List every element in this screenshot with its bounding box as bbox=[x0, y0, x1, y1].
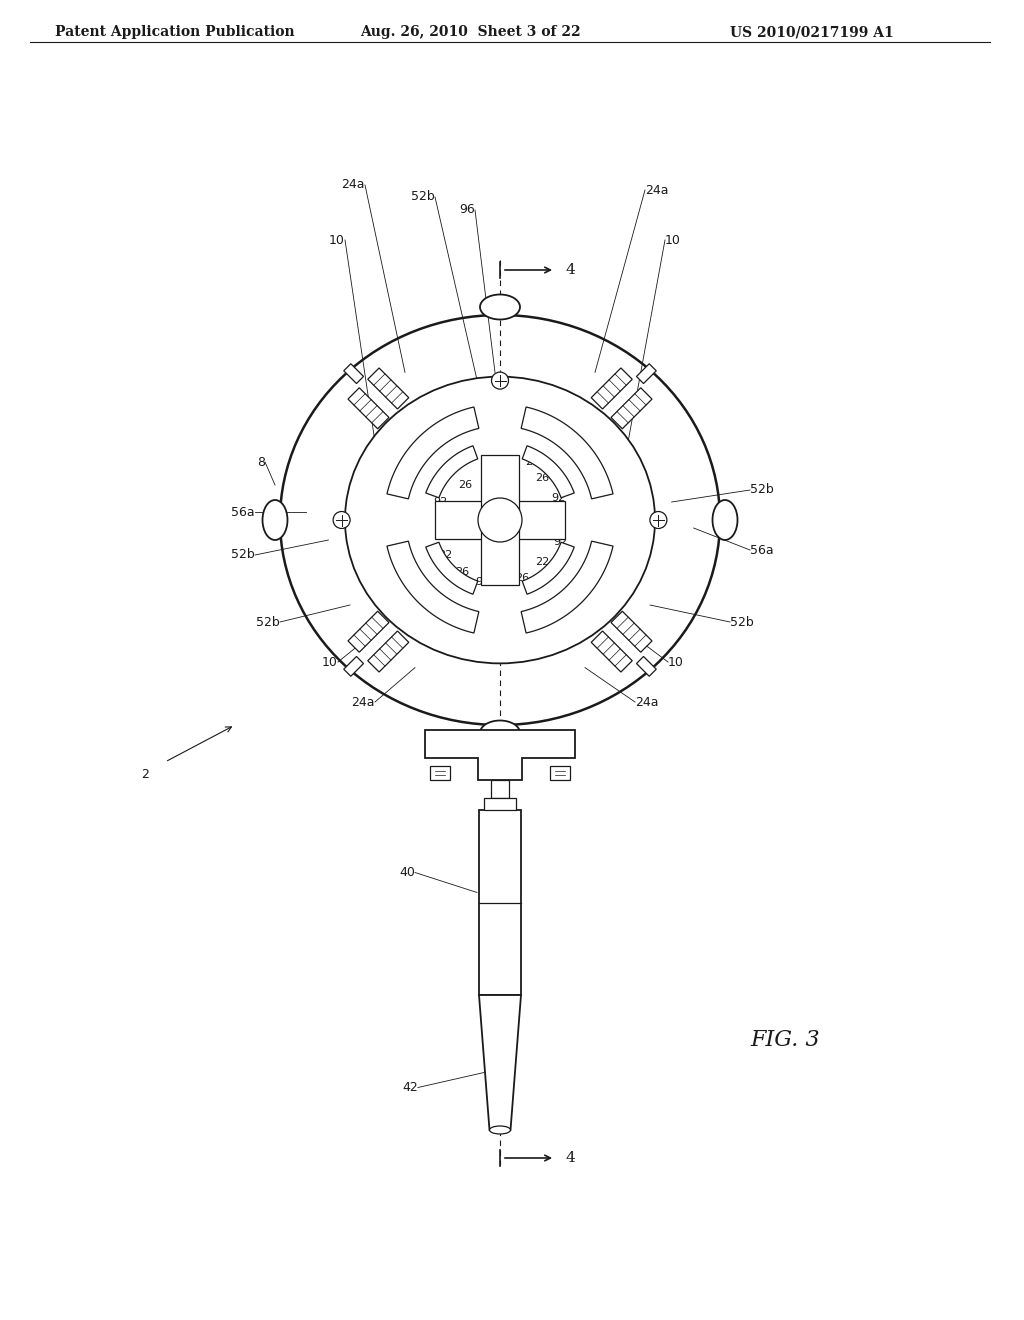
Polygon shape bbox=[591, 631, 632, 672]
Text: 26: 26 bbox=[535, 473, 549, 483]
Polygon shape bbox=[479, 995, 521, 1130]
Polygon shape bbox=[611, 388, 652, 429]
Polygon shape bbox=[368, 631, 409, 672]
Bar bbox=[435, 502, 565, 539]
Polygon shape bbox=[591, 368, 632, 409]
Text: 56a: 56a bbox=[750, 544, 773, 557]
Text: 8: 8 bbox=[257, 455, 265, 469]
Polygon shape bbox=[387, 407, 479, 499]
Bar bbox=[484, 799, 516, 810]
Text: 24a: 24a bbox=[645, 183, 669, 197]
Circle shape bbox=[650, 511, 667, 528]
Text: 96: 96 bbox=[459, 203, 475, 216]
Ellipse shape bbox=[280, 315, 720, 725]
Text: 26: 26 bbox=[455, 568, 469, 577]
Text: US 2010/0217199 A1: US 2010/0217199 A1 bbox=[730, 25, 894, 40]
Text: 92: 92 bbox=[475, 577, 489, 587]
Polygon shape bbox=[637, 656, 656, 676]
Ellipse shape bbox=[262, 500, 288, 540]
Text: 10: 10 bbox=[329, 234, 345, 247]
Bar bbox=[490, 780, 509, 799]
Text: FIG. 3: FIG. 3 bbox=[750, 1030, 819, 1051]
Text: 24a: 24a bbox=[351, 696, 375, 709]
Polygon shape bbox=[425, 730, 575, 780]
Text: 4: 4 bbox=[565, 1151, 574, 1166]
Text: 92: 92 bbox=[433, 498, 447, 507]
Polygon shape bbox=[387, 541, 479, 634]
Text: 42: 42 bbox=[402, 1081, 418, 1094]
Text: 24a: 24a bbox=[635, 696, 658, 709]
Bar bbox=[550, 766, 570, 780]
Polygon shape bbox=[522, 543, 574, 594]
Text: 52b: 52b bbox=[231, 549, 255, 561]
Text: 10: 10 bbox=[323, 656, 338, 668]
Polygon shape bbox=[348, 388, 389, 429]
Text: 10: 10 bbox=[668, 656, 684, 668]
Ellipse shape bbox=[713, 500, 737, 540]
Text: 52b: 52b bbox=[412, 190, 435, 203]
Text: 22: 22 bbox=[438, 550, 453, 560]
Text: 52b: 52b bbox=[750, 483, 774, 496]
Bar bbox=[430, 766, 450, 780]
Polygon shape bbox=[521, 541, 613, 634]
Circle shape bbox=[492, 372, 509, 389]
Ellipse shape bbox=[480, 721, 520, 746]
Text: 4: 4 bbox=[565, 263, 574, 277]
Bar bbox=[481, 455, 519, 585]
Text: 26: 26 bbox=[515, 573, 529, 583]
Polygon shape bbox=[368, 368, 409, 409]
Text: 52b: 52b bbox=[256, 615, 280, 628]
Ellipse shape bbox=[345, 376, 655, 664]
Text: 40: 40 bbox=[399, 866, 415, 879]
Polygon shape bbox=[611, 611, 652, 652]
Bar bbox=[479, 810, 521, 995]
Circle shape bbox=[478, 498, 522, 543]
Polygon shape bbox=[521, 407, 613, 499]
Text: 10: 10 bbox=[665, 234, 681, 247]
Text: 56a: 56a bbox=[231, 506, 255, 519]
Circle shape bbox=[333, 511, 350, 528]
Text: 2: 2 bbox=[141, 768, 148, 781]
Polygon shape bbox=[344, 364, 364, 384]
Text: Aug. 26, 2010  Sheet 3 of 22: Aug. 26, 2010 Sheet 3 of 22 bbox=[360, 25, 581, 40]
Text: Patent Application Publication: Patent Application Publication bbox=[55, 25, 295, 40]
Polygon shape bbox=[637, 364, 656, 384]
Polygon shape bbox=[426, 446, 478, 498]
Text: 92: 92 bbox=[551, 492, 565, 503]
Text: 22: 22 bbox=[525, 457, 539, 467]
Ellipse shape bbox=[480, 294, 520, 319]
Text: 22: 22 bbox=[535, 557, 549, 568]
Polygon shape bbox=[522, 446, 574, 498]
Text: 52b: 52b bbox=[730, 615, 754, 628]
Polygon shape bbox=[344, 656, 364, 676]
Text: 92: 92 bbox=[553, 537, 567, 546]
Ellipse shape bbox=[489, 1126, 511, 1134]
Text: 22: 22 bbox=[441, 467, 455, 477]
Text: 26: 26 bbox=[458, 480, 472, 490]
Text: 26: 26 bbox=[548, 515, 562, 525]
Text: 24a: 24a bbox=[341, 178, 365, 191]
Polygon shape bbox=[426, 543, 478, 594]
Polygon shape bbox=[348, 611, 389, 652]
Text: 4: 4 bbox=[512, 521, 520, 535]
